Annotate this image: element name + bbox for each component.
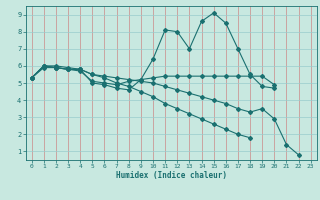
X-axis label: Humidex (Indice chaleur): Humidex (Indice chaleur): [116, 171, 227, 180]
